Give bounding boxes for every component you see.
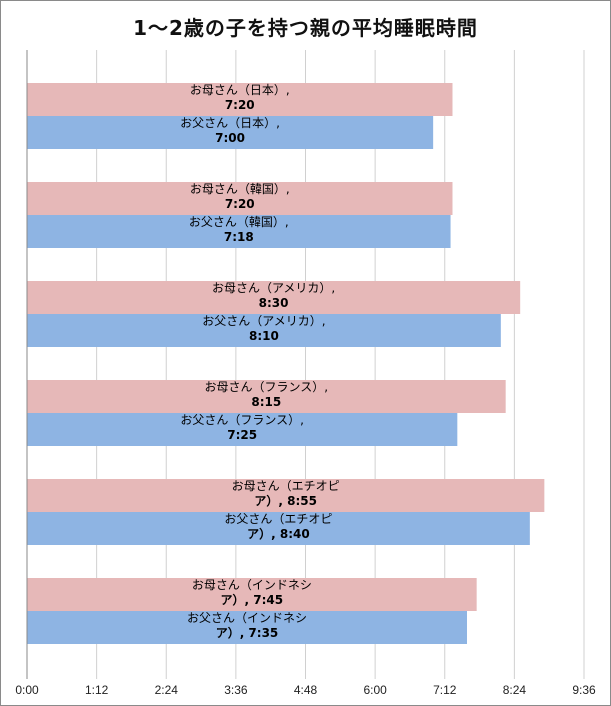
bar-data-label: お母さん（日本）,: [190, 83, 290, 97]
bar-data-label: お父さん（フランス）,: [180, 413, 304, 427]
bar-mother: [27, 380, 506, 413]
bar-data-label: ア）, 8:40: [247, 526, 310, 541]
bar-data-label: お母さん（エチオピ: [232, 479, 340, 493]
x-tick-label: 9:36: [572, 683, 596, 697]
bar-data-label: お父さん（日本）,: [180, 116, 280, 130]
bar-data-label: ア）, 7:35: [216, 625, 279, 640]
bar-data-label: 8:10: [249, 329, 279, 343]
bar-data-label: 7:18: [224, 230, 254, 244]
bar-mother: [27, 281, 521, 314]
bar-father: [27, 413, 458, 446]
bar-father: [27, 215, 451, 248]
bar-data-label: お父さん（韓国）,: [189, 215, 289, 229]
x-tick-label: 8:24: [503, 683, 527, 697]
x-tick-label: 6:00: [363, 683, 387, 697]
bar-data-label: 7:20: [225, 98, 255, 112]
bar-father: [27, 116, 434, 149]
bar-data-label: 8:15: [251, 395, 281, 409]
bar-data-label: お母さん（アメリカ）,: [212, 281, 335, 295]
bar-data-label: 7:00: [215, 131, 245, 145]
bar-mother: [27, 182, 453, 215]
bar-data-label: ア）, 8:55: [254, 493, 317, 508]
bar-mother: [27, 479, 545, 512]
bar-data-label: お母さん（フランス）,: [205, 380, 329, 394]
bar-data-label: お母さん（韓国）,: [190, 182, 290, 196]
bar-father: [27, 314, 501, 347]
bar-data-label: 8:30: [259, 296, 289, 310]
x-tick-label: 4:48: [294, 683, 318, 697]
bar-data-label: お父さん（インドネシ: [187, 611, 307, 625]
x-tick-label: 7:12: [433, 683, 457, 697]
bar-data-label: お父さん（エチオピ: [224, 512, 332, 526]
x-tick-label: 0:00: [15, 683, 39, 697]
x-tick-label: 3:36: [224, 683, 248, 697]
bar-data-label: ア）, 7:45: [221, 592, 284, 607]
bar-data-label: 7:20: [225, 197, 255, 211]
bar-father: [27, 611, 467, 644]
x-tick-label: 2:24: [155, 683, 179, 697]
bar-mother: [27, 578, 477, 611]
bar-data-label: お母さん（インドネシ: [192, 578, 312, 592]
bar-data-label: お父さん（アメリカ）,: [202, 314, 325, 328]
bar-father: [27, 512, 530, 545]
x-tick-label: 1:12: [85, 683, 109, 697]
bar-mother: [27, 83, 453, 116]
bar-data-label: 7:25: [227, 428, 257, 442]
chart-title: 1～2歳の子を持つ親の平均睡眠時間: [133, 16, 478, 40]
